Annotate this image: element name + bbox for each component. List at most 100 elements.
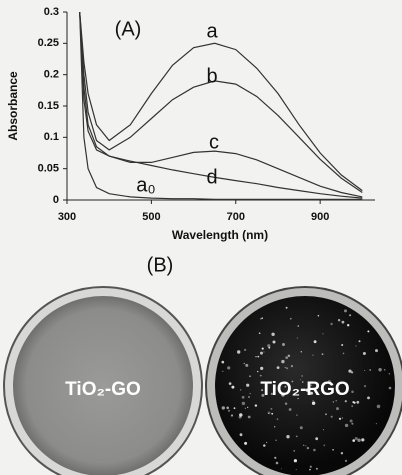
speckle [348,369,352,373]
y-tick-label: 0 [53,194,59,206]
y-tick-label: 0.25 [38,37,59,49]
series-label: d [206,166,217,188]
speckle [281,359,285,364]
speckle [375,423,377,425]
speckle [344,423,349,428]
speckle [239,433,243,437]
speckle [287,354,291,357]
speckle [369,369,372,371]
speckle [335,400,337,402]
speckle [270,392,273,395]
speckle [246,383,250,387]
panel-label: (B) [147,254,174,276]
y-tick-label: 0.1 [44,131,59,143]
speckle [259,374,262,377]
speckle [282,343,285,346]
speckle [267,344,271,348]
speckle [295,435,298,438]
speckle [260,366,264,370]
speckle [344,400,347,403]
speckle [230,414,234,417]
speckle [310,384,312,386]
speckle [337,319,341,322]
speckle [347,324,350,327]
speckle [363,385,367,388]
x-tick-label: 700 [227,211,245,223]
speckle [260,318,262,320]
speckle [239,413,243,417]
speckle [231,385,235,389]
speckle [349,419,353,423]
speckle [341,320,345,324]
speckle [227,409,231,412]
speckle [244,407,246,409]
x-axis-title: Wavelength (nm) [172,228,268,242]
speckle [249,375,251,377]
speckle [357,438,361,442]
speckle [275,461,279,465]
speckle [276,418,279,420]
speckle [228,382,232,385]
y-tick-label: 0.15 [38,100,59,112]
speckle [351,405,354,407]
speckle [238,415,242,419]
plot-area: 0 0.05 0.1 0.15 0.2 0.25 0.3 300 500 700 900 a b cd a₀ [38,6,363,223]
speckle [351,390,354,394]
speckle [274,426,276,428]
speckle [258,332,261,335]
y-tick-label: 0.3 [44,6,59,18]
speckle [310,391,313,395]
speckle [274,456,277,459]
sample-disc [13,296,193,475]
speckle [293,450,295,452]
speckle [303,444,305,446]
speckle [261,389,264,392]
speckle [222,370,224,372]
speckle [290,365,293,368]
series-line [79,11,363,199]
speckle [280,468,282,470]
series-line [79,11,363,198]
speckle [341,417,343,419]
speckle [257,355,260,358]
speckle [247,406,249,408]
speckle [378,368,382,372]
speckle [352,439,356,442]
speckle [362,352,366,355]
speckle [341,344,344,346]
speckle [241,395,245,399]
speckle [323,444,326,447]
speckle [344,309,347,313]
series-label: c [209,131,219,153]
speckle [266,441,268,444]
speckle [306,446,310,450]
speckle [247,415,251,419]
speckle [221,406,225,410]
speckle [300,351,302,353]
speckle [285,306,288,309]
speckle [342,352,345,355]
speckle [383,369,386,371]
speckle [330,322,333,326]
speckle [388,372,391,375]
speckle [311,401,316,405]
speckle [338,417,342,420]
speckle [248,396,250,398]
speckle [322,333,324,335]
speckle [281,392,285,397]
speckle [271,412,274,415]
speckle [227,366,231,370]
series-label: a₀ [136,174,155,196]
speckle [305,445,307,447]
series-line [79,11,363,200]
speckle [244,348,247,351]
speckle [309,465,312,468]
speckle [340,452,344,455]
speckle [313,448,316,452]
speckle [243,362,245,365]
speckle [257,370,259,373]
speckle [297,397,299,400]
speckle [244,441,248,445]
speckle [315,467,318,470]
speckle [221,360,225,364]
